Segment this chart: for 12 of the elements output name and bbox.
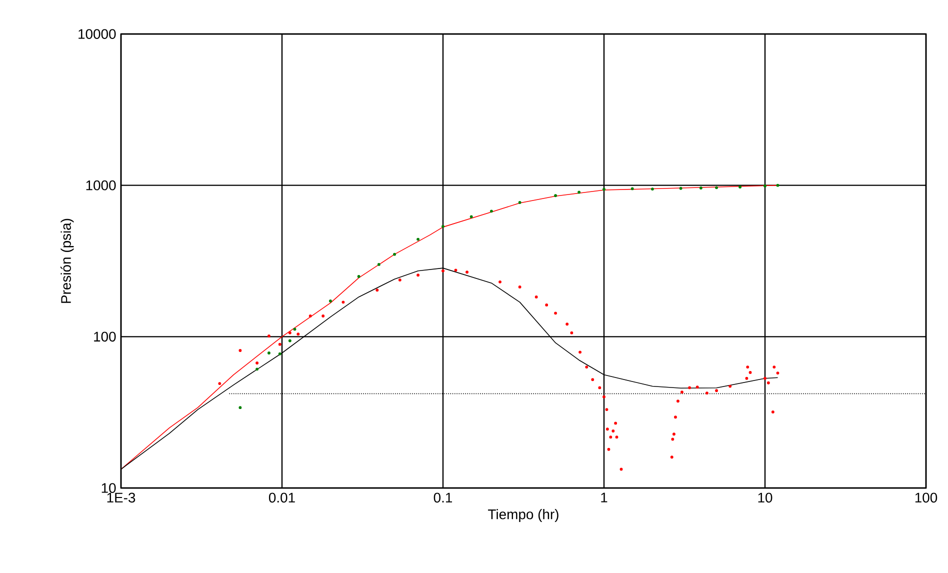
x-tick-label: 0.01 — [268, 492, 295, 503]
x-tick-label: 1 — [601, 492, 608, 502]
x-tick-label: 1E-3 — [107, 492, 136, 503]
y-tick-label: 10 — [102, 483, 116, 493]
x-tick-label: 0.1 — [434, 492, 452, 503]
x-tick-label: 10 — [758, 492, 772, 503]
x-tick-label: 100 — [915, 492, 938, 503]
x-axis-title: Tiempo (hr) — [488, 509, 558, 522]
y-tick-label: 10000 — [78, 29, 116, 39]
y-tick-label: 1000 — [86, 180, 116, 190]
y-axis-title: Presión (psia) — [60, 218, 74, 303]
y-tick-label: 100 — [94, 332, 116, 342]
